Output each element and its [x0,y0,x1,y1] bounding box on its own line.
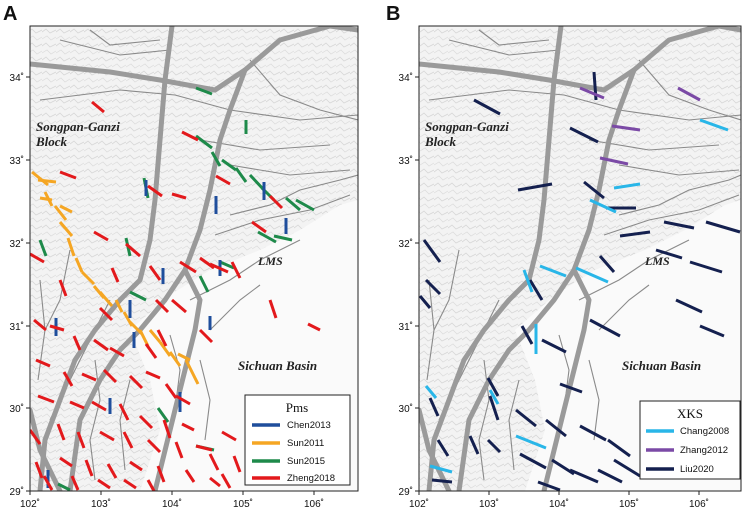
songpan-ganzi-label: Songpan-Ganzi [36,119,120,134]
panel-b-letter: B [386,3,400,25]
lat-label: 29˚ [399,486,413,498]
legend-label-zhang2012: Zhang2012 [680,445,728,456]
panel-b-frame [418,25,742,492]
minor-faults [426,29,741,481]
minor-faults [37,29,358,481]
lon-label: 103˚ [479,498,499,510]
panel-a-frame [29,25,359,492]
legend-label-zheng2018: Zheng2018 [287,473,335,484]
lon-label: 106˚ [689,498,709,510]
panel-b-lon-labels: 102˚ 103˚ 104˚ 105˚ 106˚ [409,498,709,510]
block-label: Block [35,134,68,149]
lat-label: 30˚ [10,403,24,415]
legend-title: Pms [286,400,308,415]
legend-title: XKS [677,406,703,421]
major-faults [30,26,358,491]
lon-label: 102˚ [20,498,40,510]
songpan-ganzi-label: Songpan-Ganzi [425,119,509,134]
lat-label: 34˚ [399,72,413,84]
lon-label: 104˚ [162,498,182,510]
lon-label: 105˚ [233,498,253,510]
major-faults [419,26,741,491]
lon-label: 102˚ [409,498,429,510]
lat-label: 31˚ [10,321,24,333]
lat-label: 33˚ [10,155,24,167]
panel-b: B [386,3,742,510]
legend-xks: XKS Chang2008 Zhang2012 Liu2020 [639,400,741,480]
legend-label-sun2015: Sun2015 [287,456,325,467]
legend-label-liu2020: Liu2020 [680,464,714,475]
lat-label: 29˚ [10,486,24,498]
panel-a-letter: A [3,3,17,25]
lat-label: 33˚ [399,155,413,167]
lon-label: 105˚ [619,498,639,510]
pms-splitting-bars [30,86,321,491]
panel-a-ticks [26,76,315,495]
sichuan-basin-label: Sichuan Basin [238,358,317,373]
legend-box [244,394,351,486]
panel-a-lon-labels: 102˚ 103˚ 104˚ 105˚ 106˚ [20,498,324,510]
lat-label: 34˚ [10,72,24,84]
lon-label: 103˚ [91,498,111,510]
block-label: Block [424,134,457,149]
lms-label: LMS [257,254,283,268]
panel-b-lat-labels: 29˚ 30˚ 31˚ 32˚ 33˚ 34˚ [399,72,413,498]
lat-label: 32˚ [10,238,24,250]
lat-label: 32˚ [399,238,413,250]
legend-label-sun2011: Sun2011 [287,438,324,449]
lon-label: 106˚ [304,498,324,510]
sichuan-basin-label: Sichuan Basin [622,358,701,373]
legend-label-chang2008: Chang2008 [680,426,729,437]
xks-splitting-bars [419,71,741,491]
panel-a-lat-labels: 29˚ 30˚ 31˚ 32˚ 33˚ 34˚ [10,72,24,498]
lon-label: 104˚ [549,498,569,510]
legend-pms: Pms Chen2013 Sun2011 Sun2015 Zheng2018 [244,394,351,486]
lat-label: 31˚ [399,321,413,333]
legend-label-chen2013: Chen2013 [287,420,331,431]
legend-box [639,400,741,480]
lms-label: LMS [644,254,670,268]
panel-a: A [3,3,359,510]
panel-b-ticks [415,76,700,495]
lat-label: 30˚ [399,403,413,415]
